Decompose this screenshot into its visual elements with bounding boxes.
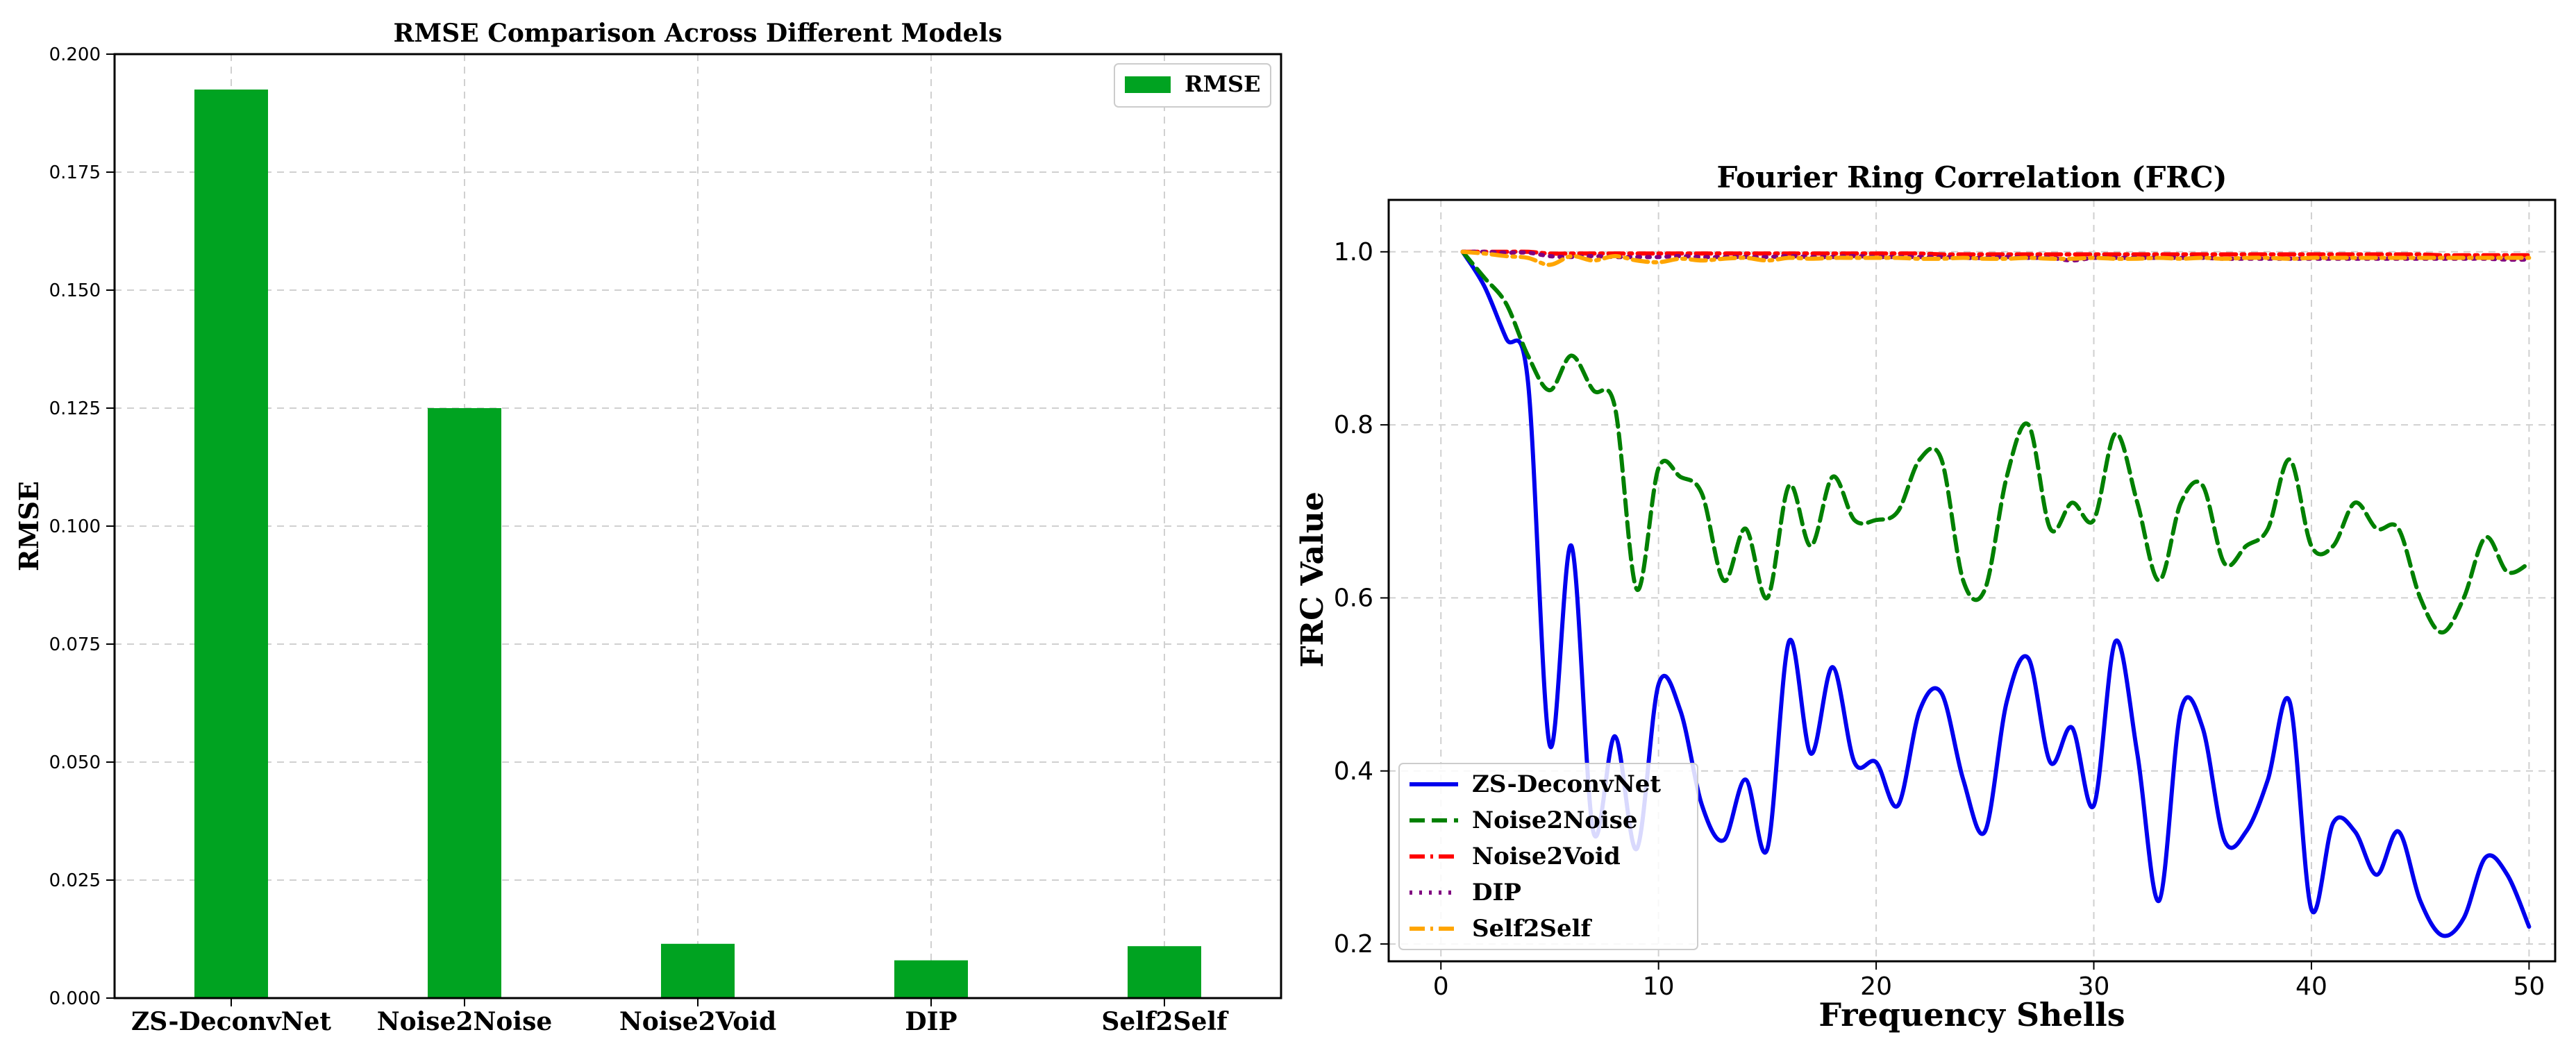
bar-legend-label: RMSE [1185,71,1261,97]
bar-chart-title: RMSE Comparison Across Different Models [394,19,1003,48]
bar-y-tick-label: 0.075 [49,634,101,655]
frc-x-tick-label: 10 [1643,972,1675,1001]
bar-zs-deconvnet [194,90,268,998]
bar-y-tick-label: 0.100 [49,516,101,537]
frc-line-chart: Fourier Ring Correlation (FRC) 0.2 0.4 0.6… [1295,160,2557,1033]
bar-y-tick-label: 0.000 [49,988,101,1009]
frc-plot-frame [1387,199,2557,963]
bar-x-tick-label: Noise2Noise [377,1007,553,1036]
bar-noise2noise [428,408,501,998]
frc-legend: ZS-DeconvNet Noise2Noise Noise2Void DIP Self… [1398,763,1698,950]
bar-y-ticks: 0.000 0.025 0.050 0.075 0.100 0.125 0.150 0.175… [49,44,115,1009]
bar-x-ticks: ZS-DeconvNet Noise2Noise Noise2Void DIP Self… [131,998,1229,1036]
bar-y-tick-label: 0.150 [49,280,101,301]
frc-legend-label: DIP [1472,879,1521,906]
bar-x-tick-label: DIP [905,1007,957,1036]
frc-y-tick-label: 0.4 [1334,757,1373,786]
frc-legend-box [1398,763,1698,950]
bar-y-tick-label: 0.050 [49,752,101,773]
frc-x-tick-label: 50 [2513,972,2545,1001]
bar-legend-box [1114,63,1271,108]
bar-y-axis-label: RMSE [13,481,44,571]
frc-legend-label: Self2Self [1472,915,1592,943]
bar-y-tick-label: 0.200 [49,44,101,65]
bar-series [194,90,1201,998]
frc-line-noise2noise [1460,249,2532,635]
bar-self2self [1128,946,1201,998]
bar-legend-swatch [1125,76,1171,93]
frc-legend-label: Noise2Void [1472,843,1621,870]
frc-x-ticks: 0 10 20 30 40 50 [1433,961,2545,1001]
frc-line-self2self [1460,249,2532,267]
frc-x-axis-label: Frequency Shells [1818,996,2125,1033]
bar-x-tick-label: ZS-DeconvNet [131,1007,331,1036]
frc-legend-label: ZS-DeconvNet [1472,770,1661,798]
frc-x-tick-label: 20 [1860,972,1892,1001]
frc-y-ticks: 0.2 0.4 0.6 0.8 1.0 [1334,238,1389,959]
bar-noise2void [661,943,735,998]
frc-x-tick-label: 40 [2295,972,2327,1001]
bar-y-tick-label: 0.025 [49,870,101,891]
frc-chart-title: Fourier Ring Correlation (FRC) [1716,160,2227,194]
frc-y-tick-label: 1.0 [1334,238,1373,267]
bar-chart: RMSE Comparison Across Different Models … [13,19,1282,1036]
bar-legend: RMSE [1114,63,1271,108]
frc-y-axis-label: FRC Value [1295,491,1330,667]
bar-x-tick-label: Noise2Void [619,1007,776,1036]
bar-x-tick-label: Self2Self [1101,1007,1229,1036]
frc-legend-label: Noise2Noise [1472,807,1638,834]
frc-x-tick-label: 0 [1433,972,1449,1001]
frc-x-tick-label: 30 [2078,972,2110,1001]
frc-line-noise2void [1460,249,2532,258]
bar-y-tick-label: 0.125 [49,398,101,419]
bar-dip [894,960,968,998]
bar-y-tick-label: 0.175 [49,162,101,183]
frc-y-tick-label: 0.6 [1334,584,1373,612]
frc-y-tick-label: 0.2 [1334,930,1373,959]
frc-y-tick-label: 0.8 [1334,411,1373,439]
bar-grid [115,53,1281,999]
